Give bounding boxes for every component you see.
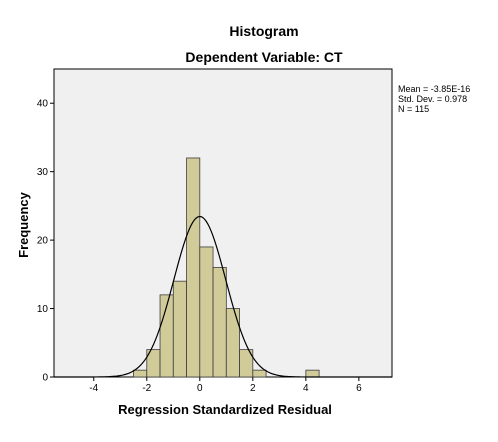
y-tick-label: 0 (42, 373, 48, 384)
y-tick-label: 20 (37, 236, 49, 247)
stats-mean: Mean = -3.85E-16 (398, 84, 470, 94)
x-tick-label: 6 (356, 383, 362, 394)
stats-std-dev: Std. Dev. = 0.978 (398, 94, 467, 104)
y-tick-label: 40 (37, 99, 49, 110)
y-axis-label: Frequency (16, 191, 31, 258)
stats-n: N = 115 (398, 104, 429, 114)
chart-subtitle: Dependent Variable: CT (185, 49, 343, 65)
x-axis-ticks: -4 -2 0 2 4 6 (89, 377, 362, 394)
y-tick-label: 10 (37, 304, 49, 315)
x-tick-label: 0 (197, 383, 203, 394)
histogram-bar (239, 349, 254, 378)
y-axis-ticks: 0 10 20 30 40 (37, 99, 54, 384)
histogram-bar (186, 157, 201, 378)
histogram-bar (225, 308, 240, 378)
x-tick-label: 4 (303, 383, 309, 394)
histogram-bar (133, 369, 148, 378)
y-tick-label: 30 (37, 167, 49, 178)
histogram-bar (305, 369, 320, 378)
x-axis-label: Regression Standardized Residual (118, 402, 332, 417)
histogram-bar (212, 267, 227, 378)
x-tick-label: -4 (89, 383, 98, 394)
chart-title: Histogram (229, 23, 298, 39)
normal-curve (54, 215, 392, 378)
histogram-bar (199, 246, 214, 378)
x-tick-label: -2 (142, 383, 151, 394)
histogram-bar (172, 280, 187, 378)
histogram-bar (252, 369, 267, 378)
histogram-bars (133, 157, 320, 378)
x-tick-label: 2 (250, 383, 256, 394)
